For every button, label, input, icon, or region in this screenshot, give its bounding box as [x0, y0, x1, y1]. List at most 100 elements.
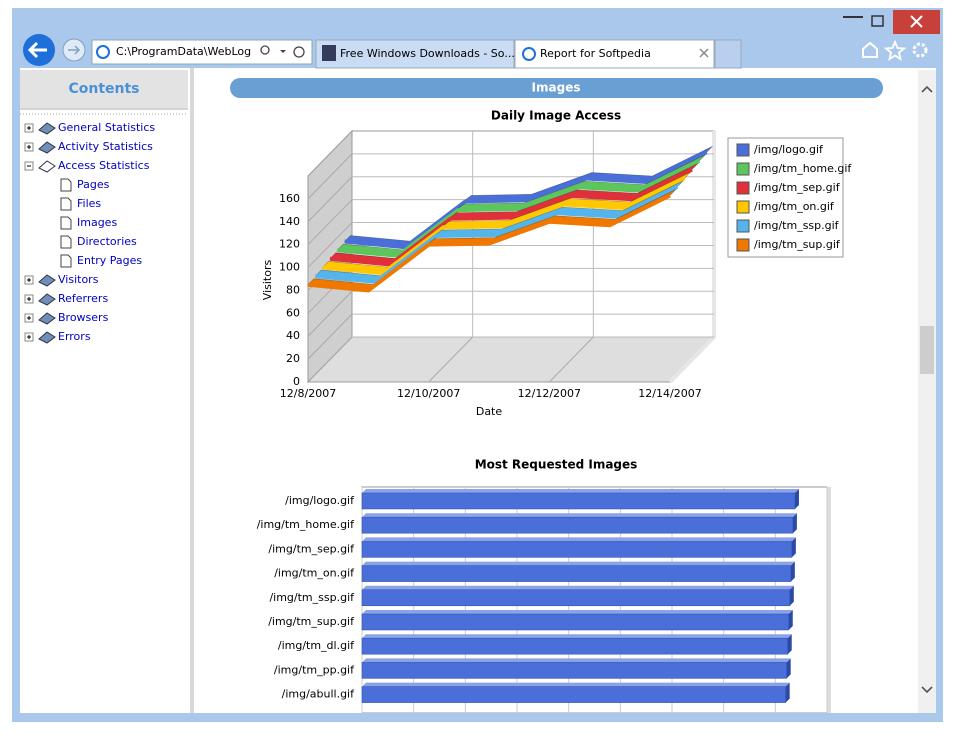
y-tick-label: 20	[286, 352, 300, 365]
tab-favicon	[322, 45, 336, 61]
legend-label: /img/tm_sup.gif	[754, 238, 841, 251]
sidebar-header	[20, 70, 188, 108]
address-bar[interactable]	[91, 39, 313, 65]
bar	[361, 516, 794, 534]
chart-title: Daily Image Access	[491, 109, 621, 123]
bar-side	[787, 634, 792, 655]
page-icon	[60, 178, 72, 192]
expand-sign	[27, 126, 31, 130]
grid-line	[307, 313, 353, 360]
page-icon	[60, 235, 72, 249]
scroll-down[interactable]	[921, 686, 933, 694]
bar-top	[362, 537, 796, 542]
legend-swatch	[736, 181, 750, 195]
grid-line	[307, 290, 353, 337]
bar	[361, 662, 787, 679]
tab-favicon	[522, 47, 536, 61]
bar-top	[362, 561, 795, 566]
x-tick-label: 12/12/2007	[518, 387, 581, 400]
x-tick-label: 12/8/2007	[280, 387, 336, 400]
legend-label: /img/tm_on.gif	[754, 200, 835, 213]
tree-item[interactable]: Errors	[58, 330, 91, 343]
home-icon[interactable]	[862, 41, 878, 58]
section-title: Images	[532, 81, 581, 95]
y-tick-label: /img/logo.gif	[285, 494, 355, 507]
settings-icon[interactable]	[912, 42, 928, 58]
scrollbar[interactable]	[918, 70, 936, 713]
dropdown-icon[interactable]	[280, 50, 286, 53]
y-tick-label: 60	[286, 306, 300, 319]
y-tick-label: 100	[279, 261, 300, 274]
favorites-icon[interactable]	[883, 39, 907, 61]
bar	[361, 589, 791, 607]
bar	[361, 637, 788, 655]
tree-item[interactable]: Access Statistics	[58, 159, 150, 172]
legend-swatch	[736, 200, 750, 214]
x-axis-label: Date	[476, 405, 503, 418]
legend-label: /img/tm_home.gif	[754, 162, 852, 175]
legend-label: /img/tm_ssp.gif	[754, 219, 840, 232]
bar-top	[362, 610, 793, 614]
tree-item[interactable]: Activity Statistics	[58, 140, 153, 153]
grid-line	[307, 336, 353, 383]
tree: General Statistics Activity Statistics Acc…	[24, 121, 155, 344]
minimize-button[interactable]	[843, 16, 863, 18]
bar	[361, 686, 786, 703]
tree-item[interactable]: Pages	[77, 178, 110, 191]
tree-item[interactable]: Images	[77, 216, 117, 229]
y-tick-label: /img/tm_dl.gif	[278, 639, 355, 652]
legend-label: /img/logo.gif	[754, 143, 824, 156]
tree-item[interactable]: Directories	[77, 235, 137, 248]
book-icon	[38, 293, 56, 306]
line-series	[344, 150, 708, 250]
section-header	[230, 78, 883, 98]
y-axis-label: Visitors	[261, 260, 274, 301]
tab-close[interactable]	[699, 48, 709, 58]
bar-side	[788, 610, 793, 630]
maximize-button[interactable]	[871, 15, 884, 27]
active-tab[interactable]	[514, 39, 715, 69]
expand-sign	[27, 335, 31, 339]
search-icon[interactable]	[260, 45, 270, 55]
book-icon	[38, 122, 56, 135]
bar-side	[785, 682, 790, 703]
tree-item[interactable]: General Statistics	[58, 121, 155, 134]
bar-side	[794, 489, 799, 509]
y-tick-label: 0	[293, 375, 300, 388]
tree-item[interactable]: Visitors	[58, 273, 99, 286]
tab[interactable]	[315, 39, 515, 69]
grid-line	[548, 336, 594, 383]
book-icon	[38, 274, 56, 287]
y-tick-label: /img/tm_sup.gif	[268, 615, 355, 628]
legend-swatch	[736, 219, 750, 233]
back-wall	[351, 130, 715, 338]
legend	[727, 137, 844, 258]
floor	[306, 336, 716, 383]
chart-title: Most Requested Images	[475, 458, 638, 472]
tree-item[interactable]: Browsers	[58, 311, 109, 324]
new-tab[interactable]	[714, 39, 742, 69]
y-tick-label: 80	[286, 283, 300, 296]
bar-side	[791, 537, 796, 558]
legend-label: /img/tm_sep.gif	[754, 181, 841, 194]
tree-item[interactable]: Entry Pages	[77, 254, 142, 267]
scroll-thumb[interactable]	[920, 326, 934, 374]
tab-title: Report for Softpedia	[540, 47, 651, 60]
book-icon	[38, 331, 56, 344]
x-tick-label: 12/14/2007	[638, 387, 701, 400]
page-icon	[60, 254, 72, 268]
bar-top	[362, 489, 799, 493]
tree-item[interactable]: Files	[77, 197, 101, 210]
legend-swatch	[736, 143, 750, 157]
scroll-up[interactable]	[921, 85, 933, 93]
y-tick-label: 160	[279, 192, 300, 205]
bar-top	[362, 634, 792, 639]
book-icon	[38, 160, 56, 173]
tree-item[interactable]: Referrers	[58, 292, 108, 305]
y-tick-label: /img/abull.gif	[282, 688, 356, 701]
sidebar-title: Contents	[68, 81, 139, 97]
refresh-icon[interactable]	[293, 46, 305, 58]
bar	[361, 613, 790, 631]
bar	[361, 541, 793, 558]
